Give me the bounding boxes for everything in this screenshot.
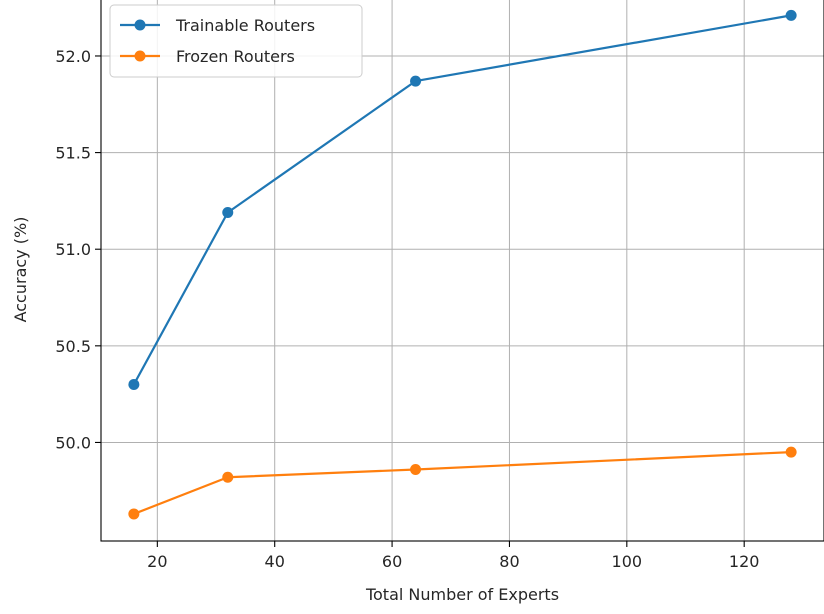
data-point (222, 471, 234, 483)
x-tick-label: 20 (147, 552, 167, 571)
y-tick-label: 50.5 (55, 337, 91, 356)
grid (101, 0, 824, 541)
series-line (133, 451, 792, 515)
legend-label: Trainable Routers (175, 16, 315, 35)
y-tick-label: 50.0 (55, 433, 91, 452)
y-tick-label: 51.5 (55, 144, 91, 163)
x-axis-label: Total Number of Experts (365, 585, 559, 604)
data-point (128, 508, 140, 520)
legend-entry: Frozen Routers (120, 47, 295, 66)
legend-entry: Trainable Routers (120, 16, 315, 35)
data-point (785, 446, 797, 458)
data-point (785, 9, 797, 21)
series-0 (128, 9, 797, 390)
series (128, 9, 797, 520)
legend-box (109, 4, 363, 78)
legend-marker (134, 19, 146, 31)
series-line (132, 14, 792, 386)
x-tick-label: 80 (499, 552, 519, 571)
y-axis-ticks: 50.0 50.5 51.0 51.5 52.0 (55, 47, 101, 452)
x-tick-label: 120 (729, 552, 760, 571)
y-axis-label: Accuracy (%) (11, 217, 30, 323)
legend-marker (134, 50, 146, 62)
data-point (410, 75, 422, 87)
data-point (128, 378, 140, 390)
data-point (222, 206, 234, 218)
series-1 (128, 446, 797, 520)
x-tick-label: 60 (382, 552, 402, 571)
legend-label: Frozen Routers (176, 47, 295, 66)
x-tick-label: 100 (612, 552, 643, 571)
data-point (410, 464, 422, 476)
legend: Trainable Routers Frozen Routers (109, 4, 363, 78)
plot-area-frame (100, 0, 824, 542)
x-tick-label: 40 (265, 552, 285, 571)
x-axis-ticks: 20 40 60 80 100 120 (147, 541, 759, 571)
y-tick-label: 52.0 (55, 47, 91, 66)
y-tick-label: 51.0 (55, 240, 91, 259)
